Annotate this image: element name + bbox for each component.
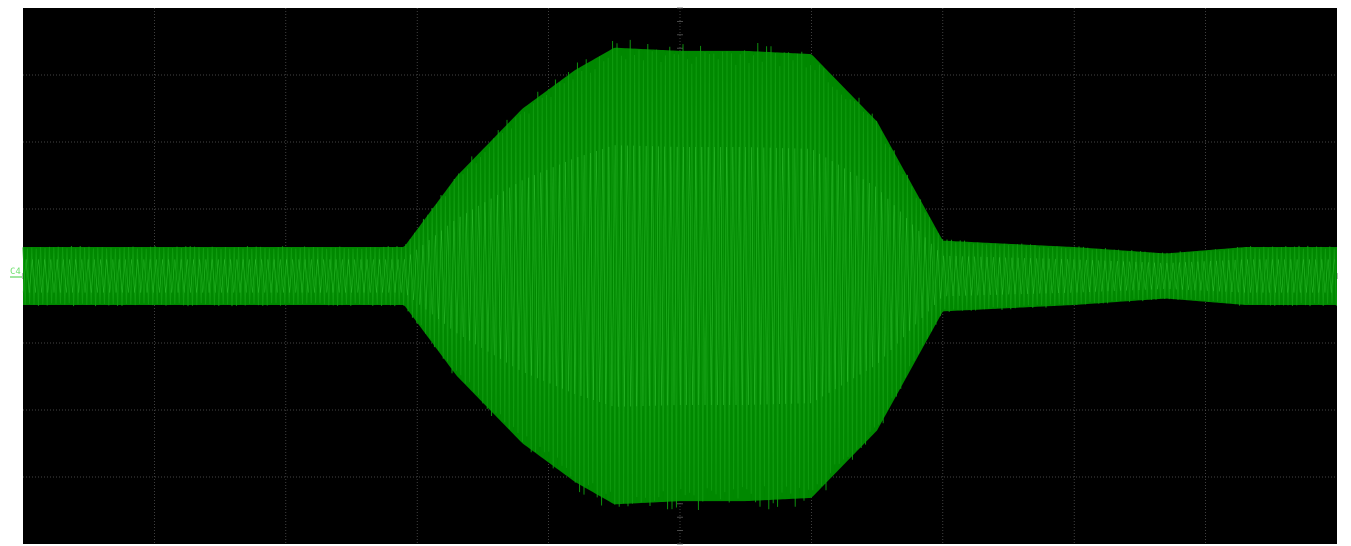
- trace-oscillation: [22, 39, 1337, 511]
- channel-label-c4: C4: [10, 267, 21, 277]
- trace-highlight: [22, 145, 1335, 407]
- channel-4-trace: [22, 39, 1337, 511]
